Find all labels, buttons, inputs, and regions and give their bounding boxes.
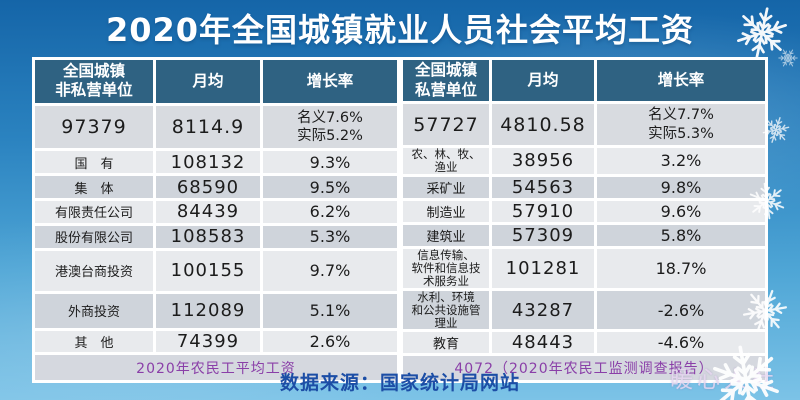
- cell-value: 108583: [156, 225, 260, 248]
- table-row: 97379 8114.9 名义7.6% 实际5.2%: [35, 105, 397, 149]
- cell-value: 名义7.7% 实际5.3%: [597, 104, 765, 145]
- cell-value: 101281: [492, 248, 594, 288]
- cell-label: 港澳台商投资: [35, 250, 153, 292]
- cell-value: 5.8%: [597, 224, 765, 246]
- cell-value: 74399: [156, 330, 260, 353]
- table-row: 水利、环境 和公共设施管 理业 43287 -2.6%: [403, 290, 765, 330]
- table-row: 制造业 57910 9.6%: [403, 200, 765, 222]
- table-header-row: 全国城镇 私营单位 月均 增长率: [403, 60, 765, 101]
- private-units-table: 全国城镇 私营单位 月均 增长率 57727 4810.58 名义7.7% 实际…: [400, 57, 768, 384]
- cell-value: 5.1%: [263, 294, 397, 328]
- header-monthly-avg: 月均: [156, 60, 260, 103]
- table-row: 其 他 74399 2.6%: [35, 330, 397, 353]
- header-non-private-units: 全国城镇 非私营单位: [35, 60, 153, 103]
- migrant-worker-band-left: 2020年农民工平均工资: [35, 355, 397, 381]
- cell-value: 9.7%: [263, 250, 397, 292]
- header-growth-rate: 增长率: [263, 60, 397, 103]
- band-label: 2020年农民工平均工资: [35, 355, 397, 381]
- cell-value: 57309: [492, 224, 594, 246]
- table-row: 集 体 68590 9.5%: [35, 176, 397, 198]
- cell-value: 9.6%: [597, 200, 765, 222]
- band-label: 4072（2020年农民工监测调查报告）: [403, 356, 765, 381]
- cell-value: 84439: [156, 200, 260, 223]
- cell-value: 48443: [492, 332, 594, 354]
- migrant-worker-band-right: 4072（2020年农民工监测调查报告）: [403, 356, 765, 381]
- cell-label: 外商投资: [35, 294, 153, 328]
- cell-label: 采矿业: [403, 176, 489, 198]
- cell-label: 水利、环境 和公共设施管 理业: [403, 290, 489, 330]
- cell-label: 信息传输、 软件和信息技 术服务业: [403, 248, 489, 288]
- table-header-row: 全国城镇 非私营单位 月均 增长率: [35, 60, 397, 103]
- cell-value: 6.2%: [263, 200, 397, 223]
- page-title: 2020年全国城镇就业人员社会平均工资: [105, 11, 695, 49]
- cell-label: 其 他: [35, 330, 153, 353]
- cell-value: 8114.9: [156, 105, 260, 149]
- cell-value: 3.2%: [597, 148, 765, 174]
- cell-label: 农、林、牧、 渔业: [403, 148, 489, 174]
- header-monthly-avg: 月均: [492, 60, 594, 101]
- cell-value: 5.3%: [263, 225, 397, 248]
- table-row: 采矿业 54563 9.8%: [403, 176, 765, 198]
- table-row: 农、林、牧、 渔业 38956 3.2%: [403, 148, 765, 174]
- cell-label: 有限责任公司: [35, 200, 153, 223]
- cell-value: 97379: [35, 105, 153, 149]
- cell-label: 集 体: [35, 176, 153, 198]
- table-row: 建筑业 57309 5.8%: [403, 224, 765, 246]
- cell-label: 股份有限公司: [35, 225, 153, 248]
- cell-value: 9.5%: [263, 176, 397, 198]
- table-row: 有限责任公司 84439 6.2%: [35, 200, 397, 223]
- cell-value: 2.6%: [263, 330, 397, 353]
- cell-value: 54563: [492, 176, 594, 198]
- cell-value: 9.8%: [597, 176, 765, 198]
- table-row: 57727 4810.58 名义7.7% 实际5.3%: [403, 104, 765, 145]
- cell-value: 43287: [492, 290, 594, 330]
- cell-value: 4810.58: [492, 104, 594, 145]
- table-row: 外商投资 112089 5.1%: [35, 294, 397, 328]
- cell-label: 国 有: [35, 151, 153, 174]
- cell-label: 建筑业: [403, 224, 489, 246]
- data-source-note: 数据来源：国家统计局网站: [279, 372, 520, 394]
- table-row: 港澳台商投资 100155 9.7%: [35, 250, 397, 292]
- cell-label: 制造业: [403, 200, 489, 222]
- cell-value: 18.7%: [597, 248, 765, 288]
- table-row: 股份有限公司 108583 5.3%: [35, 225, 397, 248]
- cell-value: 100155: [156, 250, 260, 292]
- non-private-units-table: 全国城镇 非私营单位 月均 增长率 97379 8114.9 名义7.6% 实际…: [32, 57, 400, 384]
- cell-value: 112089: [156, 294, 260, 328]
- header-growth-rate: 增长率: [597, 60, 765, 101]
- cell-value: -2.6%: [597, 290, 765, 330]
- cell-value: 108132: [156, 151, 260, 174]
- table-row: 国 有 108132 9.3%: [35, 151, 397, 174]
- cell-value: 38956: [492, 148, 594, 174]
- cell-value: -4.6%: [597, 332, 765, 354]
- table-row: 教育 48443 -4.6%: [403, 332, 765, 354]
- cell-value: 9.3%: [263, 151, 397, 174]
- cell-value: 57727: [403, 104, 489, 145]
- header-private-units: 全国城镇 私营单位: [403, 60, 489, 101]
- table-row: 信息传输、 软件和信息技 术服务业 101281 18.7%: [403, 248, 765, 288]
- cell-value: 68590: [156, 176, 260, 198]
- watermark: 暖心人社: [670, 367, 778, 393]
- cell-label: 教育: [403, 332, 489, 354]
- cell-value: 57910: [492, 200, 594, 222]
- wage-tables: 全国城镇 非私营单位 月均 增长率 97379 8114.9 名义7.6% 实际…: [32, 57, 768, 384]
- cell-value: 名义7.6% 实际5.2%: [263, 105, 397, 149]
